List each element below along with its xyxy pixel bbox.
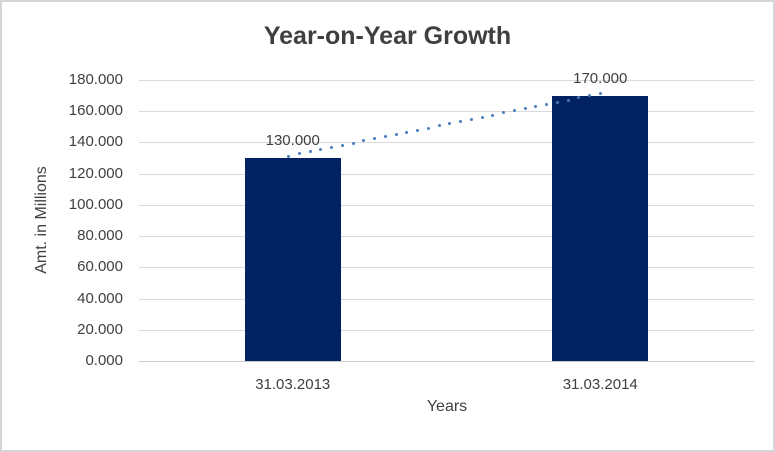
gridline [139,329,754,331]
bar-value-label: 170.000 [573,69,628,87]
gridline [139,173,754,175]
trendline-dot [330,145,334,149]
trendline-dot [577,96,581,100]
trendline-dot [383,135,387,139]
y-tick-label: 160.000 [68,102,123,120]
y-tick-label: 60.000 [77,258,123,276]
gridline [139,267,754,269]
y-tick-label: 40.000 [77,289,123,307]
trendline-dot [373,137,377,141]
gridline [139,236,754,238]
x-axis-line [139,361,754,362]
trendline-dot [287,154,291,158]
gridline [139,111,754,113]
gridline [139,204,754,206]
trendline-dot [319,148,323,152]
trendline-dot [545,102,549,106]
trendline-dot [416,128,420,132]
x-tick-label: 31.03.2013 [255,376,331,393]
y-tick-label: 120.000 [68,164,123,182]
trendline-dot [362,139,366,143]
y-tick-label: 140.000 [68,133,123,151]
trendline-dot [394,133,398,137]
x-tick-label: 31.03.2014 [562,376,638,393]
trendline-dot [598,92,602,96]
y-tick-label: 180.000 [68,71,123,88]
trendline-dot [502,111,506,115]
gridline [139,142,754,144]
trendline-dot [566,98,570,102]
trendline-dot [340,143,344,147]
trendline-dot [588,94,591,98]
trendline-dot [491,113,495,117]
trendline-dot [512,109,516,113]
trendline-dot [469,117,473,121]
trendline-dot [448,122,452,126]
trendline-dot [297,152,301,156]
gridline [139,298,754,300]
trendline-dot [523,107,527,111]
y-tick-label: 80.000 [77,227,123,245]
y-tick-label: 20.000 [77,320,123,338]
y-tick-label: 0.000 [85,352,123,369]
trendline-dot [437,124,441,128]
trendline-dot [480,115,484,119]
trendline-dot [308,150,312,154]
trendline-dot [459,120,463,124]
chart-title: Year-on-Year Growth [263,22,512,50]
x-axis-title: Years [426,398,468,415]
trendline-dot [351,141,355,145]
trendline-dot [534,105,538,109]
trendline-dot [426,126,430,130]
y-tick-label: 100.000 [68,195,123,213]
bar-31.03.2014 [552,95,649,361]
trendline-dot [405,130,409,134]
gridline [139,80,754,81]
trendline-dot [555,100,559,104]
bar-value-label: 130.000 [265,132,320,150]
bar-31.03.2013 [244,158,341,361]
